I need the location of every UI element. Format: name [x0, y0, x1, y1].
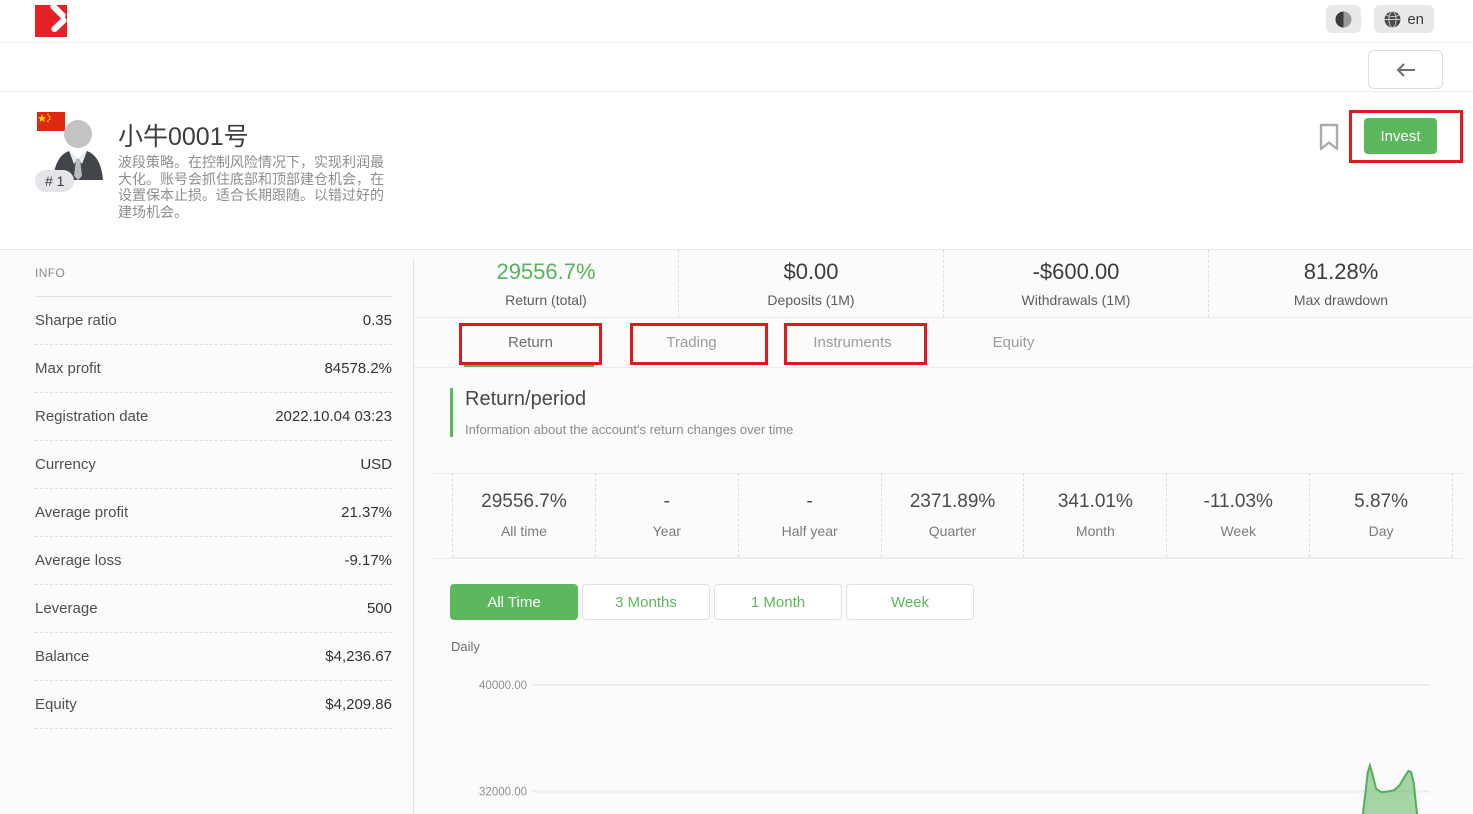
chart-range-buttons: All Time 3 Months 1 Month Week	[450, 584, 974, 620]
period-year: - Year	[594, 473, 738, 557]
sidebar-divider	[413, 258, 414, 814]
tab-trading[interactable]: Trading	[666, 334, 717, 351]
sub-header-bar	[0, 43, 1473, 92]
invest-button[interactable]: Invest	[1364, 118, 1437, 154]
y-axis-tick-label: 32000.00	[479, 787, 527, 799]
half-circle-theme-icon	[1335, 11, 1352, 27]
section-subtitle: Information about the account's return c…	[465, 422, 794, 437]
period-week: -11.03% Week	[1166, 473, 1309, 557]
stat-max-drawdown: 81.28% Max drawdown	[1208, 250, 1473, 317]
stat-return-total: 29556.7% Return (total)	[496, 259, 596, 308]
area-series-fill	[1362, 765, 1418, 814]
y-axis-tick-label: 40000.00	[479, 680, 527, 692]
language-selector-button[interactable]: en	[1374, 5, 1434, 33]
theme-toggle-button[interactable]	[1326, 5, 1362, 33]
language-label: en	[1407, 10, 1424, 28]
rank-badge: # 1	[35, 170, 75, 192]
info-row-leverage: Leverage 500	[35, 585, 392, 633]
account-profile-header: # 1 小牛0001号 波段策略。在控制风险情况下，实现利润最大化。账号会抓住底…	[0, 92, 1473, 250]
info-row-sharpe-ratio: Sharpe ratio 0.35	[35, 297, 392, 345]
period-month: 341.01% Month	[1023, 473, 1166, 557]
globe-icon	[1384, 10, 1401, 28]
brand-logo-icon[interactable]	[35, 5, 67, 37]
detail-tabs: Return Trading Instruments Equity	[450, 318, 1094, 368]
range-all-time-button[interactable]: All Time	[450, 584, 578, 620]
info-heading: INFO	[35, 258, 392, 297]
info-row-currency: Currency USD	[35, 441, 392, 489]
period-half-year: - Half year	[737, 473, 881, 557]
tab-return[interactable]: Return	[450, 318, 611, 368]
period-row-bottom-border	[431, 558, 1465, 559]
range-3-months-button[interactable]: 3 Months	[582, 584, 710, 620]
info-row-average-profit: Average profit 21.37%	[35, 489, 392, 537]
period-day: 5.87% Day	[1309, 473, 1454, 557]
info-row-average-loss: Average loss -9.17%	[35, 537, 392, 585]
bookmark-icon[interactable]	[1318, 123, 1340, 152]
chart-series-label: Daily	[451, 639, 480, 654]
info-row-max-profit: Max profit 84578.2%	[35, 345, 392, 393]
main-content: 29556.7% Return (total) $0.00 Deposits (1M…	[414, 250, 1473, 814]
stat-deposits: $0.00 Deposits (1M)	[678, 250, 943, 317]
info-row-balance: Balance $4,236.67	[35, 633, 392, 681]
period-all-time: 29556.7% All time	[452, 473, 595, 557]
period-row-top-border	[431, 473, 1465, 474]
top-header-bar: en	[0, 0, 1473, 43]
summary-stats-row: 29556.7% Return (total) $0.00 Deposits (1M…	[414, 250, 1473, 318]
info-row-registration-date: Registration date 2022.10.04 03:23	[35, 393, 392, 441]
back-button[interactable]	[1368, 50, 1443, 89]
section-title: Return/period	[465, 388, 587, 410]
range-1-month-button[interactable]: 1 Month	[714, 584, 842, 620]
account-name: 小牛0001号	[118, 123, 249, 151]
info-sidebar: INFO Sharpe ratio 0.35 Max profit 84578.2%…	[0, 250, 413, 814]
period-stats-row: 29556.7% All time - Year - Half year 2371.8…	[452, 473, 1454, 558]
area-series-line	[1361, 762, 1419, 814]
tabs-bottom-border	[414, 367, 1473, 368]
stat-withdrawals: -$600.00 Withdrawals (1M)	[943, 250, 1208, 317]
return-area-chart[interactable]: 40000.00 32000.00	[414, 660, 1473, 814]
info-row-equity: Equity $4,209.86	[35, 681, 392, 729]
china-flag-icon	[37, 112, 65, 131]
return-period-section-header: Return/period Information about the acco…	[450, 388, 793, 437]
account-description: 波段策略。在控制风险情况下，实现利润最大化。账号会抓住底部和顶部建仓机会，在设置…	[118, 154, 384, 220]
period-quarter: 2371.89% Quarter	[880, 473, 1024, 557]
range-week-button[interactable]: Week	[846, 584, 974, 620]
arrow-left-icon	[1396, 62, 1415, 77]
tab-instruments[interactable]: Instruments	[813, 334, 892, 351]
tab-equity[interactable]: Equity	[992, 334, 1035, 351]
